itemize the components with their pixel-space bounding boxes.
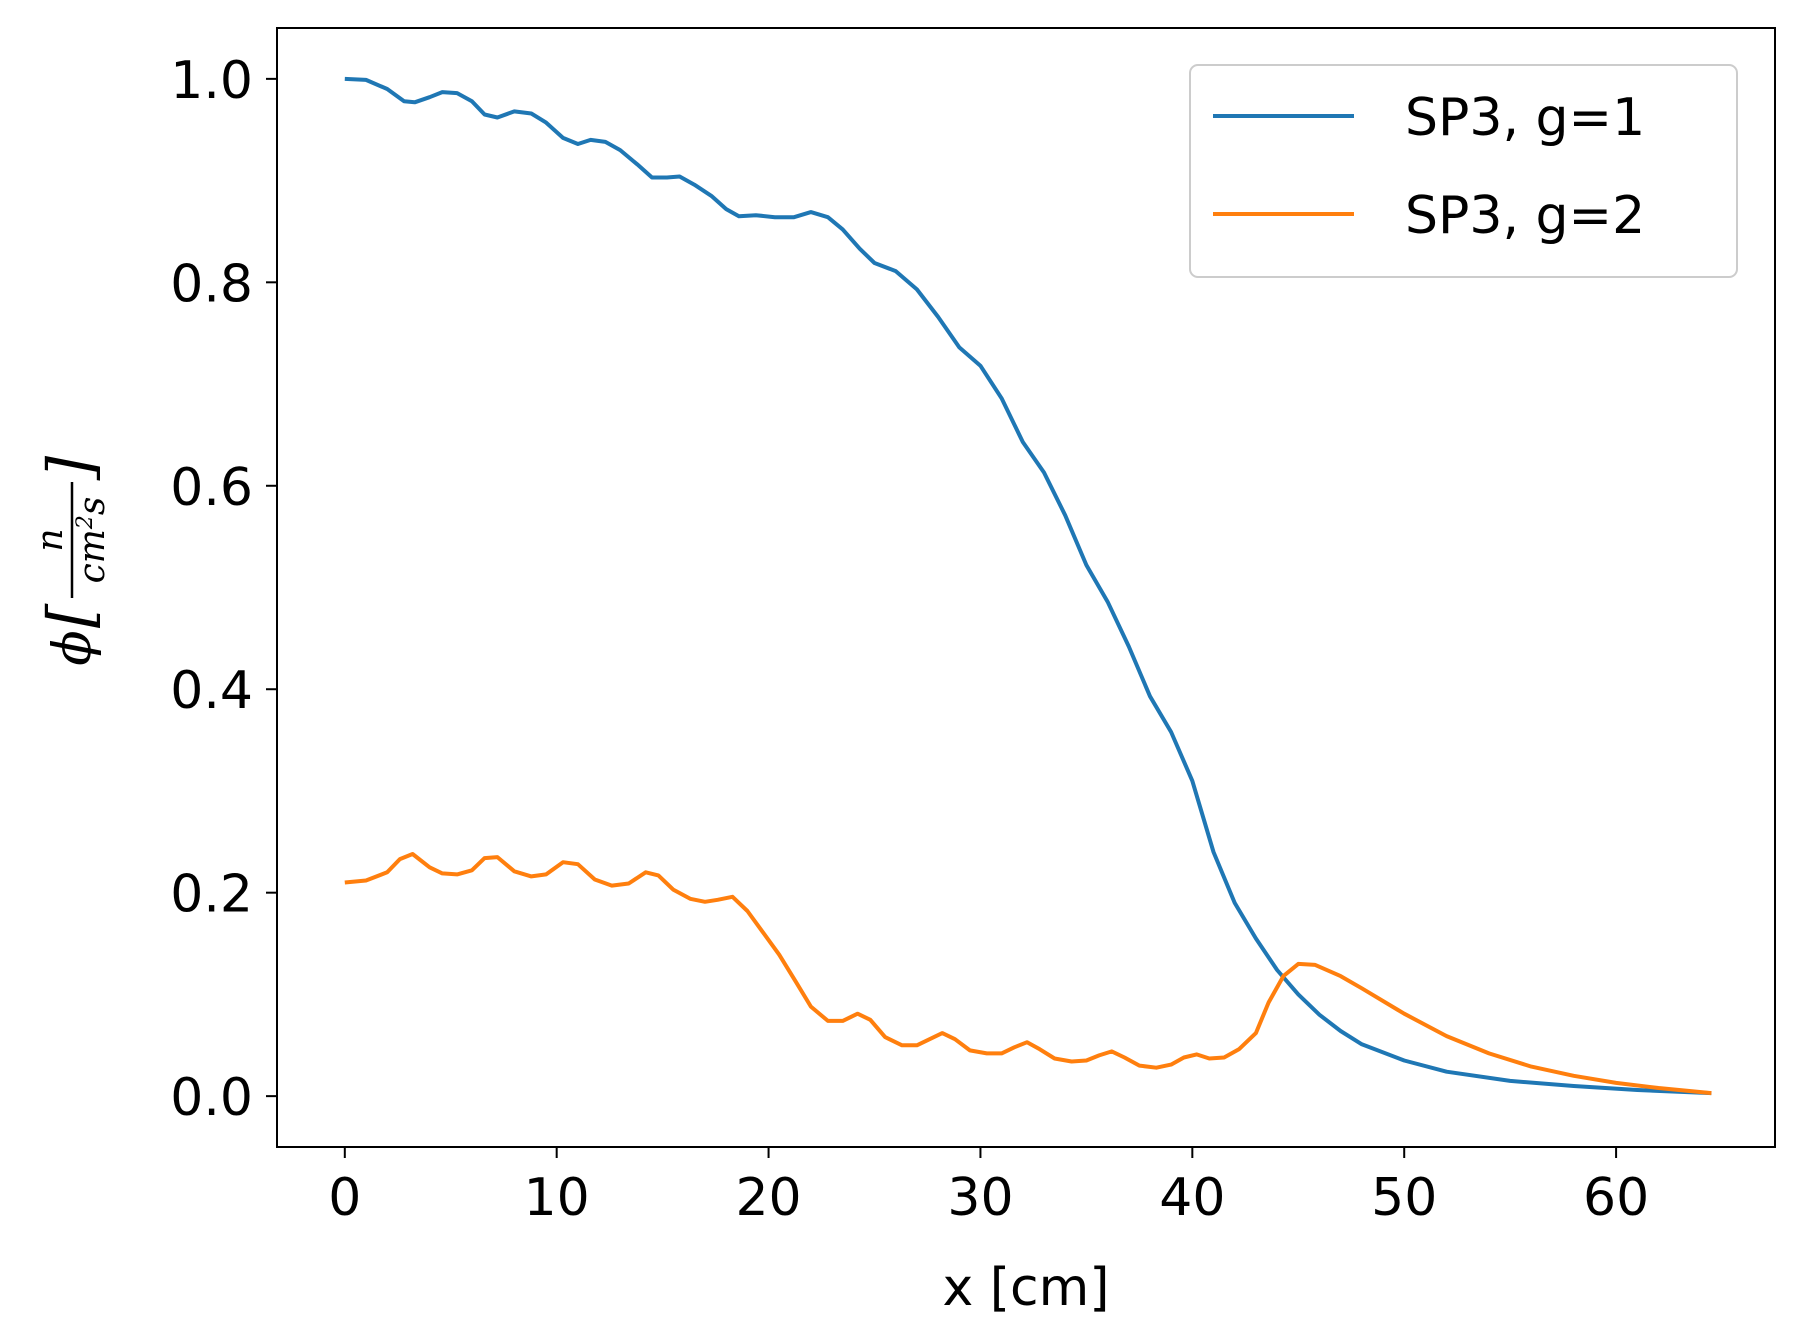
legend-label-2: SP3, g=2 [1405, 186, 1645, 246]
y-axis-label-denominator-tail: s [72, 497, 113, 515]
y-axis-label-denominator-exponent: 2 [73, 515, 98, 530]
y-axis-label-bracket-close: ] [34, 455, 107, 481]
x-tick-label: 50 [1371, 1168, 1437, 1228]
series-line-1 [344, 76, 1712, 1096]
y-axis-label-denominator-base: cm [72, 529, 113, 583]
y-axis-label-numerator: n [30, 528, 71, 551]
y-axis-label-denominator: cm2s [72, 497, 113, 584]
y-tick-label: 0.6 [170, 458, 253, 518]
y-tick-label: 0.0 [170, 1068, 253, 1128]
legend: SP3, g=1 SP3, g=2 [1189, 64, 1738, 278]
y-axis-label: ϕ [ n cm2s ] [30, 455, 113, 666]
x-tick-label: 10 [524, 1168, 590, 1228]
x-tick-label: 40 [1159, 1168, 1225, 1228]
x-axis-label: x [cm] [942, 1258, 1109, 1318]
y-tick-label: 0.8 [170, 254, 253, 314]
plot-area [344, 76, 1712, 1096]
x-axis: 0 10 20 30 40 50 60 [328, 1147, 1649, 1228]
legend-label-1: SP3, g=1 [1405, 88, 1645, 148]
series-line-2 [344, 852, 1712, 1096]
axes-frame [276, 27, 1776, 1148]
y-axis-label-symbol: ϕ [43, 630, 103, 665]
x-tick-label: 60 [1583, 1168, 1649, 1228]
x-tick-label: 30 [947, 1168, 1013, 1228]
y-tick-label: 0.2 [170, 865, 253, 925]
y-axis: 0.0 0.2 0.4 0.6 0.8 1.0 [170, 51, 277, 1128]
y-tick-label: 0.4 [170, 661, 253, 721]
y-axis-label-bracket-open: [ [34, 603, 107, 628]
x-tick-label: 0 [328, 1168, 361, 1228]
y-tick-label: 1.0 [170, 51, 253, 111]
x-tick-label: 20 [735, 1168, 801, 1228]
